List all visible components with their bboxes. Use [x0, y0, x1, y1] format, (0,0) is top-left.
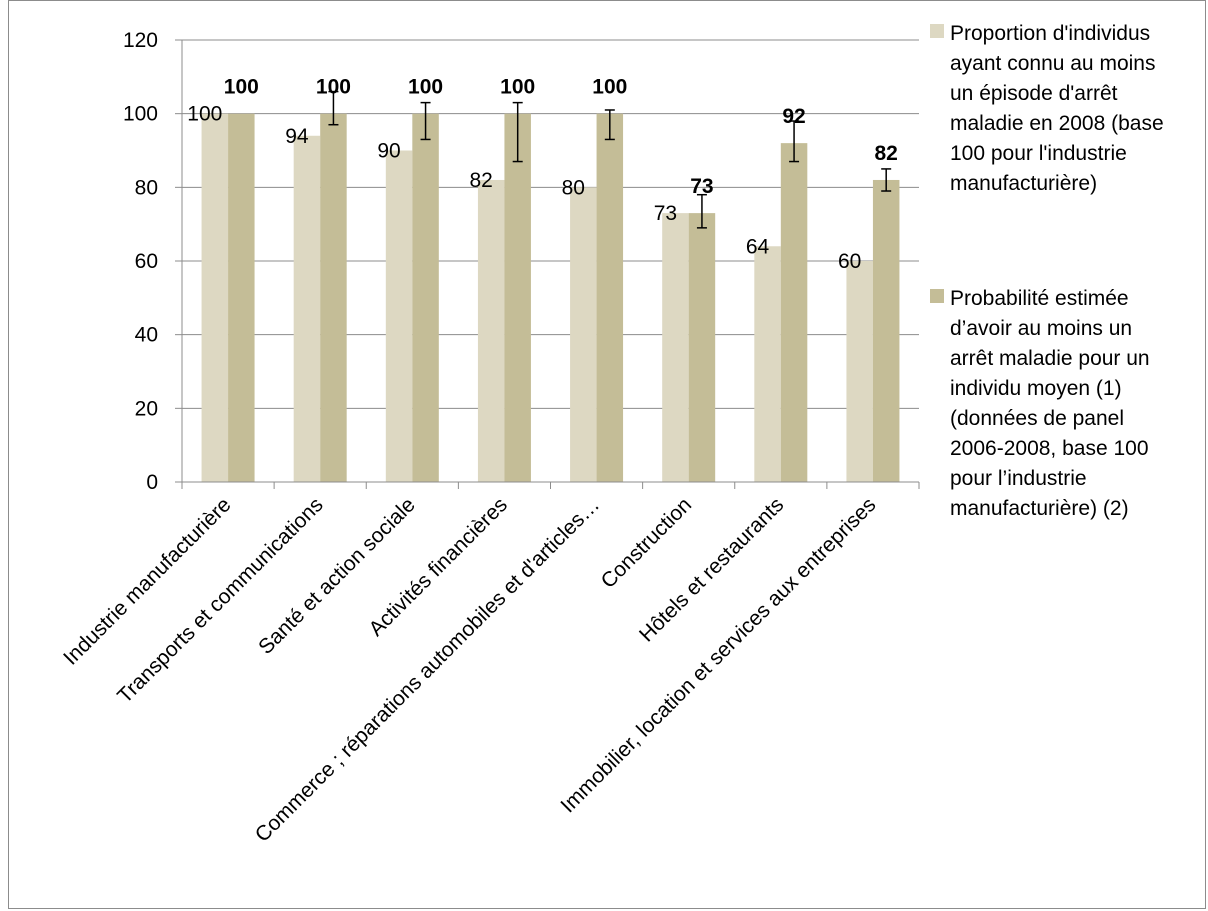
bar-probabilite	[228, 113, 255, 483]
legend-text-line: Proportion d'individus	[950, 22, 1150, 45]
legend-swatch	[930, 24, 944, 38]
category-label: Santé et action sociale	[254, 493, 420, 659]
data-label-proportion: 90	[377, 140, 400, 163]
data-label-proportion: 73	[654, 202, 677, 225]
error-bar	[328, 90, 339, 126]
error-bar	[696, 193, 707, 229]
legend-swatch	[930, 289, 944, 303]
legend-text-line: (données de panel	[950, 407, 1124, 430]
axes	[175, 39, 920, 489]
data-label-proportion: 80	[562, 176, 585, 199]
y-tick-labels: 0 20 40 60 80 100 120	[123, 29, 158, 494]
category-label: Industrie manufacturière	[59, 493, 235, 669]
data-label-probabilite: 82	[875, 142, 898, 165]
category-label: Construction	[597, 493, 697, 593]
bar-probabilite	[872, 179, 900, 482]
bar-proportion	[662, 213, 689, 482]
bar-proportion	[477, 179, 505, 482]
bar-probabilite	[780, 143, 808, 482]
category-label: Commerce ; réparations automobiles et d'…	[251, 493, 604, 846]
data-label-proportion: 82	[470, 169, 493, 192]
bar-probabilite	[596, 113, 624, 483]
data-label-probabilite: 100	[500, 76, 535, 99]
legend-text-line: d’avoir au moins un	[950, 317, 1132, 340]
data-label-proportion: 100	[187, 103, 222, 126]
data-label-probabilite: 100	[408, 76, 443, 99]
bar-proportion	[570, 187, 597, 483]
bar-probabilite	[504, 113, 531, 483]
y-tick-label: 120	[123, 29, 158, 52]
data-label-probabilite: 73	[690, 175, 713, 198]
y-tick-label: 20	[135, 397, 158, 420]
legend-text-line: Probabilité estimée	[950, 287, 1129, 310]
legend-text-line: manufacturière) (2)	[950, 497, 1129, 520]
error-bars	[328, 90, 892, 229]
legend-text-line: arrêt maladie pour un	[950, 347, 1150, 370]
legend-text-line: pour l’industrie	[950, 467, 1087, 490]
bar-proportion	[201, 113, 229, 483]
legend-text-line: 2006-2008, base 100	[950, 437, 1149, 460]
bars	[201, 113, 900, 483]
bar-proportion	[293, 135, 321, 482]
error-bar	[789, 120, 800, 163]
data-label-proportion: 94	[285, 125, 309, 148]
legend-entry-proportion: Proportion d'individus ayant connu au moi…	[930, 22, 1164, 195]
y-tick-label: 0	[146, 471, 158, 494]
data-label-probabilite: 100	[592, 76, 627, 99]
error-bar	[512, 101, 523, 163]
y-tick-label: 60	[135, 250, 158, 273]
y-tick-label: 40	[135, 324, 158, 347]
legend-entry-probabilite: Probabilité estimée d’avoir au moins un ar…	[930, 287, 1150, 520]
bar-proportion	[846, 261, 873, 482]
error-bar	[420, 101, 431, 141]
bar-proportion	[385, 150, 413, 482]
category-label: Immobilier, location et services aux ent…	[556, 493, 880, 817]
legend-text-line: manufacturière)	[950, 172, 1097, 195]
legend-text-line: individu moyen (1)	[950, 377, 1122, 400]
bar-probabilite	[412, 113, 439, 483]
legend-text-line: un épisode d'arrêt	[950, 82, 1118, 105]
legend-text-line: maladie en 2008 (base	[950, 112, 1164, 135]
data-label-proportion: 60	[838, 250, 861, 273]
legend-text-line: ayant connu au moins	[950, 52, 1155, 75]
data-label-probabilite: 92	[782, 105, 805, 128]
bar-probabilite	[320, 113, 347, 483]
y-tick-label: 100	[123, 103, 158, 126]
error-bar	[881, 168, 892, 192]
gridlines	[182, 39, 919, 409]
y-tick-label: 80	[135, 176, 158, 199]
data-label-probabilite: 100	[224, 76, 259, 99]
data-label-probabilite: 100	[316, 76, 351, 99]
error-bar	[604, 109, 615, 141]
legend-text-line: 100 pour l'industrie	[950, 142, 1127, 165]
data-label-proportion: 64	[746, 235, 770, 258]
bar-probabilite	[688, 213, 716, 482]
legend: Proportion d'individus ayant connu au moi…	[930, 22, 1164, 520]
bar-proportion	[754, 246, 781, 482]
